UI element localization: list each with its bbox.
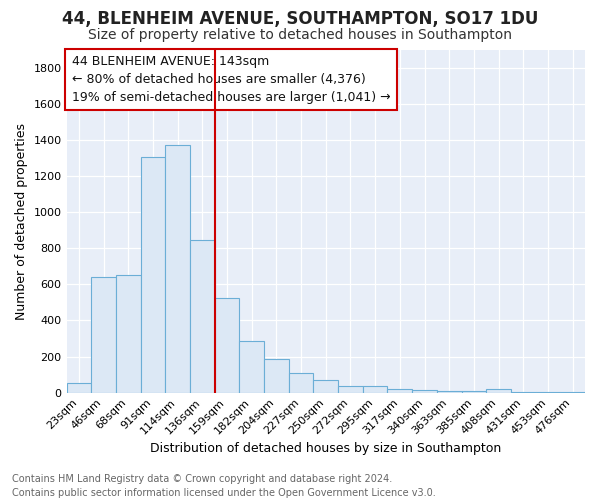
Bar (239, 341, 264, 392)
Bar (338, 386, 363, 392)
Bar (412, 390, 437, 392)
Bar (486, 390, 511, 392)
Bar (313, 380, 338, 392)
Bar (363, 386, 388, 392)
Text: Contains HM Land Registry data © Crown copyright and database right 2024.
Contai: Contains HM Land Registry data © Crown c… (12, 474, 436, 498)
Bar (190, 240, 215, 392)
Bar (165, 144, 190, 392)
Bar (140, 158, 165, 392)
X-axis label: Distribution of detached houses by size in Southampton: Distribution of detached houses by size … (150, 442, 502, 455)
Bar (67, 382, 91, 392)
Bar (388, 388, 412, 392)
Bar (461, 391, 486, 392)
Bar (289, 373, 313, 392)
Y-axis label: Number of detached properties: Number of detached properties (15, 123, 28, 320)
Bar (91, 277, 116, 392)
Bar (215, 298, 239, 392)
Text: 44 BLENHEIM AVENUE: 143sqm
← 80% of detached houses are smaller (4,376)
19% of s: 44 BLENHEIM AVENUE: 143sqm ← 80% of deta… (72, 55, 391, 104)
Bar (437, 391, 461, 392)
Bar (116, 276, 140, 392)
Text: Size of property relative to detached houses in Southampton: Size of property relative to detached ho… (88, 28, 512, 42)
Bar (264, 359, 289, 392)
Text: 44, BLENHEIM AVENUE, SOUTHAMPTON, SO17 1DU: 44, BLENHEIM AVENUE, SOUTHAMPTON, SO17 1… (62, 10, 538, 28)
